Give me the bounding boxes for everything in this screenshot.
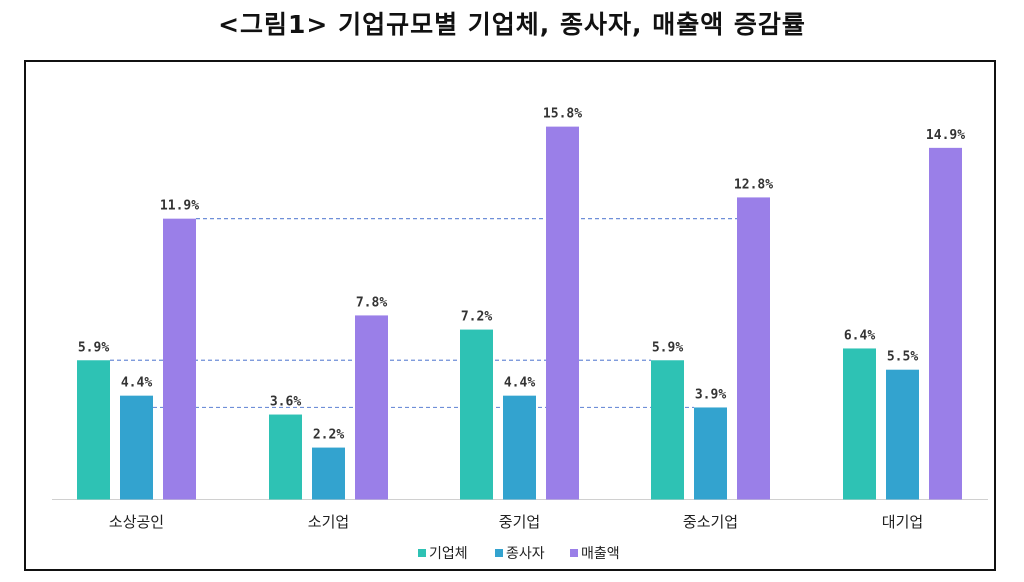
bar: [460, 329, 493, 500]
bar: [651, 360, 684, 500]
category-label: 소상공인: [109, 513, 164, 531]
data-label: 3.9%: [695, 387, 726, 402]
data-label: 15.8%: [543, 107, 582, 122]
legend-swatch: [495, 549, 503, 557]
bar: [929, 147, 962, 500]
bar: [312, 447, 345, 500]
bar: [886, 369, 919, 500]
category-label: 소기업: [308, 513, 349, 531]
bar: [546, 126, 579, 500]
data-label: 3.6%: [270, 395, 301, 410]
legend-label: 종사자: [506, 546, 545, 562]
legend-swatch: [570, 549, 578, 557]
bar: [503, 395, 536, 500]
category-label: 대기업: [882, 513, 923, 531]
bar: [77, 360, 110, 500]
data-label: 11.9%: [160, 199, 199, 214]
bar: [694, 407, 727, 500]
data-label: 7.2%: [461, 310, 492, 325]
data-label: 5.9%: [78, 340, 109, 355]
data-label: 12.8%: [734, 177, 773, 192]
bar: [163, 218, 196, 500]
bar: [355, 315, 388, 500]
category-label: 중소기업: [683, 513, 738, 531]
data-label: 5.9%: [652, 340, 683, 355]
data-label: 5.5%: [887, 350, 918, 365]
data-label: 6.4%: [844, 328, 875, 343]
legend-label: 매출액: [581, 546, 620, 562]
bar: [269, 414, 302, 500]
bar: [120, 395, 153, 500]
bar: [843, 348, 876, 500]
data-label: 4.4%: [504, 376, 535, 391]
page-title: <그림1> 기업규모별 기업체, 종사자, 매출액 증감률: [218, 10, 806, 39]
legend-label: 기업체: [429, 546, 468, 562]
legend-swatch: [418, 549, 426, 557]
data-label: 7.8%: [356, 295, 387, 310]
category-label: 중기업: [499, 513, 540, 531]
data-label: 2.2%: [313, 428, 344, 443]
data-label: 4.4%: [121, 376, 152, 391]
bar: [737, 197, 770, 500]
data-label: 14.9%: [926, 128, 965, 143]
